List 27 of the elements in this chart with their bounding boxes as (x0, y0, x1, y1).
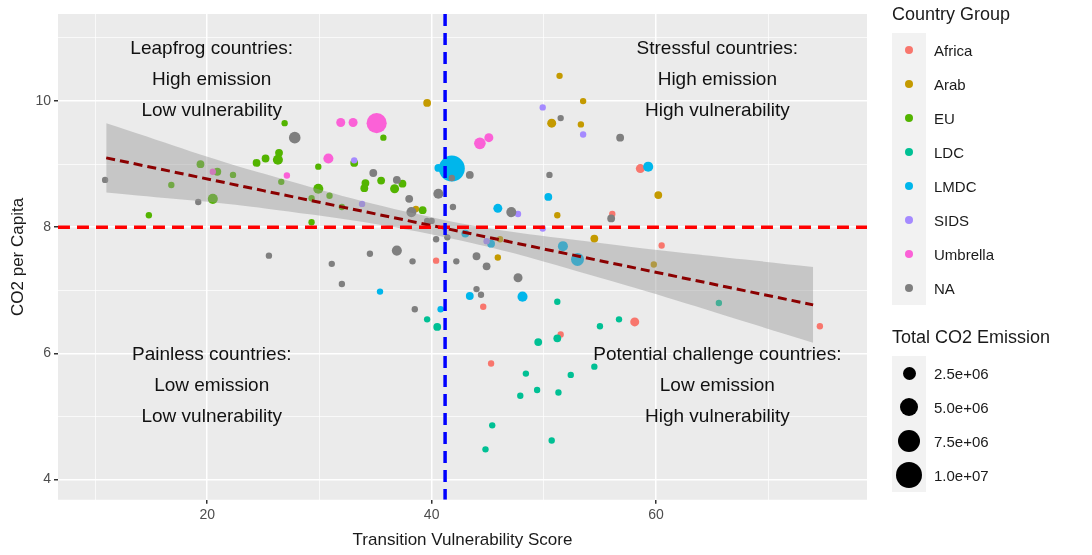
annotation: Painless countries: Low emission Low vulnerability (131, 343, 292, 427)
legend-label: 1.0e+07 (934, 466, 989, 484)
annotation: Potential challenge countries: Low emission High vulnerability (593, 343, 842, 427)
legend-label: LDC (934, 143, 965, 161)
legend-label: 5.0e+06 (934, 398, 989, 416)
annotation: Stressful countries: High emission High vulnerability (636, 37, 799, 121)
legend-label: EU (934, 109, 955, 127)
x-axis-title: Transition Vulnerability Score (352, 530, 573, 550)
legend-label: SIDS (934, 211, 970, 229)
legend-label: 2.5e+06 (934, 364, 989, 382)
legend-title: Country Group (892, 4, 1012, 25)
legend-label: Africa (934, 41, 973, 59)
y-tick-label: 8 (43, 218, 52, 235)
y-axis-title: CO2 per Capita (7, 197, 27, 316)
legend-label: 7.5e+06 (934, 432, 989, 450)
legend-label: Umbrella (934, 245, 995, 263)
legend-label: NA (934, 279, 955, 297)
color-bar-title: Total CO2 Emission (892, 327, 1051, 348)
annotation: Leapfrog countries: High emission Low vulnerability (130, 37, 294, 121)
legend-label: Arab (934, 75, 966, 93)
x-tick-label: 40 (423, 506, 440, 523)
legend-label: LMDC (934, 177, 977, 195)
x-tick-label: 20 (199, 506, 216, 523)
y-tick-label: 10 (35, 91, 52, 108)
y-tick-label: 6 (43, 344, 52, 361)
y-tick-label: 4 (43, 470, 52, 487)
x-tick-label: 60 (648, 506, 665, 523)
